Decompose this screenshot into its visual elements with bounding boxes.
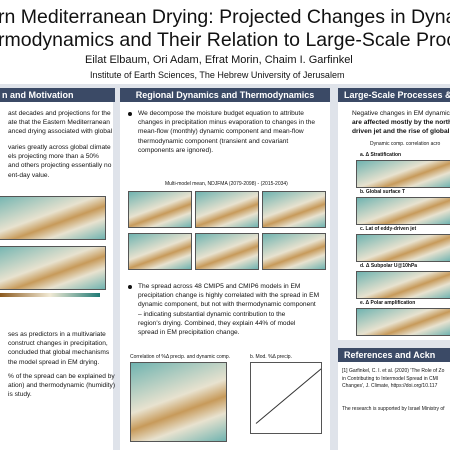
- authors: Eilat Elbaum, Ori Adam, Efrat Morin, Cha…: [85, 54, 353, 66]
- heading: References and Ackn: [338, 348, 450, 362]
- map: [356, 308, 450, 336]
- text-line: region's drying. Combined, they explain …: [138, 319, 296, 327]
- affiliation: Institute of Earth Sciences, The Hebrew …: [90, 70, 345, 80]
- title: rmodynamics and Their Relation to Large-…: [0, 29, 450, 51]
- text-line: We decompose the moisture budget equatio…: [138, 110, 304, 117]
- text-line: construct changes in precipitation,: [8, 340, 108, 348]
- map: [128, 191, 192, 228]
- text-line: mean-flow (monthly) dynamic component an…: [138, 128, 304, 136]
- text-line: components are ignored).: [138, 146, 214, 154]
- colorbar: [0, 293, 100, 297]
- map: [0, 196, 106, 240]
- map: [195, 233, 259, 270]
- left-panel: n and Motivation ast decades and project…: [0, 88, 116, 450]
- text-line: Negative changes in EM dynamic: [352, 110, 450, 117]
- text-line: precipitation change is highly correlate…: [138, 292, 320, 300]
- text-line: d. Δ Subpolar U@10hPa: [360, 263, 418, 269]
- map: [356, 234, 450, 262]
- right-panel: Large-Scale Processes & Dynamic comp. co…: [338, 88, 450, 340]
- map: [262, 233, 326, 270]
- scatter-plot: [250, 362, 322, 434]
- caption: Dynamic comp. correlation acro: [370, 141, 441, 147]
- middle-panel: Regional Dynamics and Thermodynamics Mul…: [120, 88, 330, 450]
- text-line: dynamic component, but not with thermody…: [138, 301, 316, 309]
- text-line: ate that the Eastern Mediterranean: [8, 119, 110, 127]
- text-line: b. Global surface T: [360, 189, 406, 195]
- heading: Large-Scale Processes &: [338, 88, 450, 102]
- text-line: % of the spread can be explained by: [8, 373, 115, 380]
- text-line: – indicating substantial dynamic contrib…: [138, 310, 286, 318]
- bullet: [128, 112, 132, 116]
- text-line: anced drying associated with global: [8, 128, 113, 136]
- text-line: are affected mostly by the north: [352, 119, 450, 127]
- bullet: [128, 285, 132, 289]
- text-line: the model spread in EM drying.: [8, 358, 100, 366]
- caption: Multi-model mean, NDJFMA (2079-2098) - (…: [165, 181, 288, 187]
- fit-line: [255, 368, 322, 424]
- acknowledgement: The research is supported by Israel Mini…: [342, 406, 445, 412]
- map: [128, 233, 192, 270]
- text-line: c. Lat of eddy-driven jet: [360, 226, 417, 232]
- text-line: a. Δ Stratification: [360, 152, 402, 158]
- text-line: ation) and thermodynamic (humidity): [8, 382, 116, 390]
- figure-title: Correlation of %Δ precip. and dynamic co…: [130, 354, 231, 360]
- text-line: in Contributing to Intermodel Spread in …: [342, 375, 439, 382]
- heading: Regional Dynamics and Thermodynamics: [120, 88, 330, 102]
- figure-title: b. Mod. %Δ precip.: [250, 354, 292, 360]
- map: [130, 362, 227, 442]
- map: [356, 160, 450, 188]
- map: [356, 197, 450, 225]
- text-line: e. Δ Polar amplification: [360, 300, 416, 306]
- text-line: ent-day value.: [8, 171, 50, 179]
- text-line: ast decades and projections for the: [8, 110, 111, 117]
- text-line: is study.: [8, 391, 32, 399]
- text-line: changes in precipitation minus evaporati…: [138, 119, 316, 127]
- text-line: thermodynamic component (transient and c…: [138, 137, 289, 145]
- text-line: ses as predictors in a multivariate: [8, 331, 106, 338]
- text-line: els projecting more than a 50%: [8, 153, 99, 161]
- map: [262, 191, 326, 228]
- text-line: driven jet and the rise of global: [352, 128, 450, 136]
- text-line: [1] Garfinkel, C. I. et al. (2020) 'The …: [342, 368, 445, 374]
- text-line: and others projecting essentially no: [8, 162, 112, 170]
- references-panel: References and Ackn The research is supp…: [338, 348, 450, 450]
- map: [356, 271, 450, 299]
- text-line: Changes', J. Climate, https://doi.org/10…: [342, 383, 438, 389]
- map: [195, 191, 259, 228]
- text-line: spread in EM precipitation change.: [138, 329, 240, 336]
- text-line: The spread across 48 CMIP5 and CMIP6 mod…: [138, 283, 301, 290]
- title: rn Mediterranean Drying: Projected Chang…: [0, 6, 450, 28]
- text-line: varies greatly across global climate: [8, 144, 111, 151]
- text-line: concluded that global mechanisms: [8, 349, 110, 357]
- heading: n and Motivation: [0, 88, 115, 102]
- header: rn Mediterranean Drying: Projected Chang…: [0, 0, 450, 84]
- map: [0, 246, 106, 290]
